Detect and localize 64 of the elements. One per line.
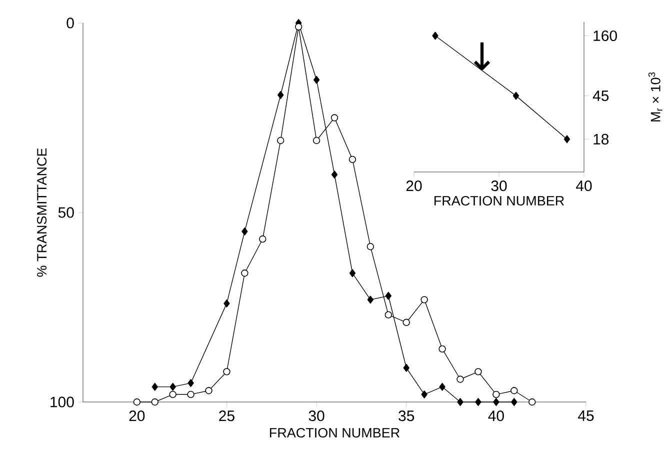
point xyxy=(366,243,374,250)
point xyxy=(242,227,248,236)
point xyxy=(294,23,302,30)
point xyxy=(151,398,158,406)
y-tick-label: 18 xyxy=(594,134,609,144)
point xyxy=(493,398,500,406)
annotation: ↓ xyxy=(474,42,490,70)
point xyxy=(438,345,446,353)
x-axis-title: FRACTION NUMBER xyxy=(270,428,400,438)
point xyxy=(528,398,536,406)
point xyxy=(384,311,392,318)
point xyxy=(170,382,176,391)
point xyxy=(313,76,320,84)
y-axis-title: M$_{r}$ × 10$^{3}$ xyxy=(648,72,662,122)
x-tick-label: 20 xyxy=(406,180,422,192)
x-tick-label: 20 xyxy=(129,410,145,422)
point xyxy=(277,136,284,144)
x-tick-label: 35 xyxy=(398,410,414,422)
point xyxy=(331,170,338,179)
point xyxy=(330,114,338,122)
point xyxy=(278,91,284,100)
point xyxy=(152,382,158,391)
y-tick-label: 100 xyxy=(50,396,74,408)
y-axis-title: % TRANSMITTANCE xyxy=(37,148,47,277)
point xyxy=(188,379,194,388)
point xyxy=(512,92,520,100)
point xyxy=(474,368,482,376)
point xyxy=(402,318,410,326)
point xyxy=(133,398,140,406)
x-tick-label: 25 xyxy=(219,410,234,422)
point xyxy=(420,296,428,304)
x-tick-label: 40 xyxy=(576,180,592,192)
point xyxy=(224,299,230,308)
point xyxy=(187,390,194,398)
point xyxy=(457,398,464,406)
point xyxy=(205,387,212,394)
point xyxy=(564,135,570,144)
point xyxy=(385,292,392,300)
point xyxy=(403,364,410,372)
point xyxy=(241,270,248,277)
x-axis-title: FRACTION NUMBER xyxy=(434,196,564,206)
point xyxy=(348,156,356,164)
point xyxy=(456,376,464,383)
x-tick-label: 30 xyxy=(308,410,324,422)
x-tick-label: 40 xyxy=(488,410,504,422)
point xyxy=(492,390,500,398)
point xyxy=(511,398,518,406)
x-tick-label: 30 xyxy=(491,180,507,192)
point xyxy=(349,269,356,278)
point xyxy=(312,136,320,144)
point xyxy=(421,390,428,398)
point xyxy=(475,398,482,406)
y-tick-label: 45 xyxy=(592,90,609,102)
y-tick-label: 0 xyxy=(66,18,74,28)
point xyxy=(259,235,266,243)
x-tick-label: 45 xyxy=(578,410,594,421)
point xyxy=(439,382,446,391)
point xyxy=(510,387,518,394)
point xyxy=(223,368,230,376)
point xyxy=(367,296,374,304)
y-tick-label: 160 xyxy=(594,30,617,42)
point xyxy=(432,32,438,40)
y-tick-label: 50 xyxy=(58,207,74,218)
point xyxy=(169,390,176,398)
